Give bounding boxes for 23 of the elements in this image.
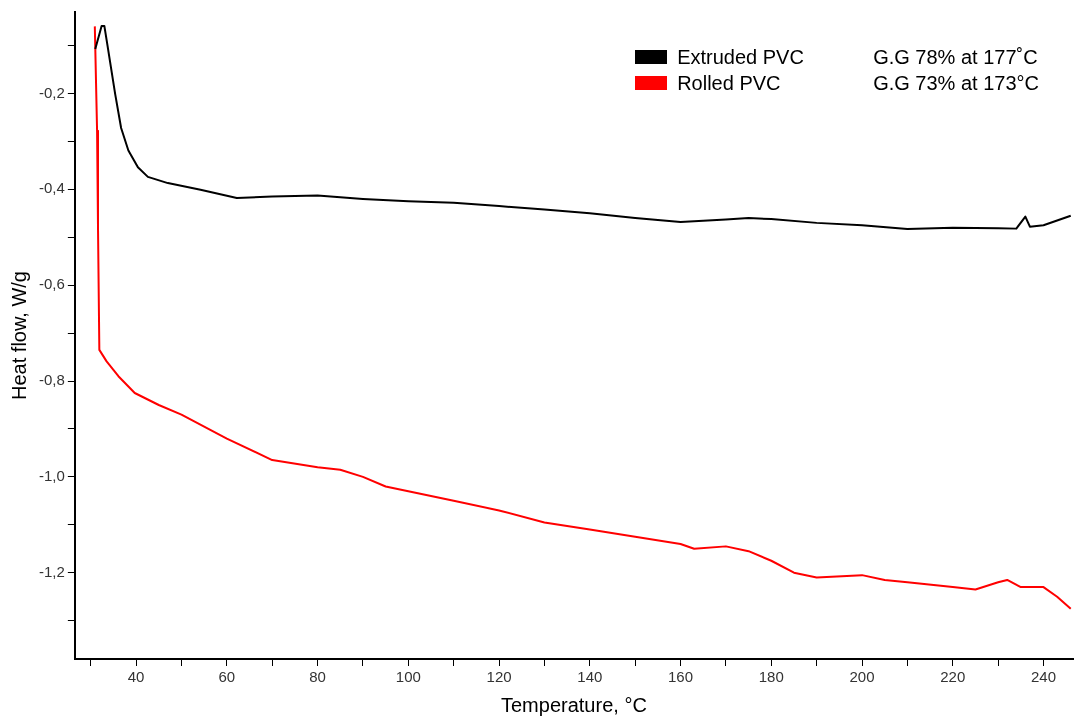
x-tick-label: 100 bbox=[395, 668, 421, 686]
x-tick-label: 240 bbox=[1030, 668, 1057, 686]
y-tick-label: -1,0 bbox=[38, 467, 65, 485]
x-tick-label: 200 bbox=[849, 668, 875, 686]
y-tick-label: -0,2 bbox=[38, 83, 65, 101]
legend-label: Rolled PVC bbox=[677, 71, 782, 95]
x-tick-label: 40 bbox=[127, 668, 145, 686]
x-tick-label: 140 bbox=[577, 668, 603, 686]
x-tick-label: 120 bbox=[486, 668, 512, 686]
x-tick-label: 220 bbox=[940, 668, 966, 686]
y-tick-label: -0,6 bbox=[38, 275, 65, 293]
legend-label: Extruded PVC bbox=[677, 45, 805, 69]
y-tick-label: -0,8 bbox=[38, 371, 65, 389]
x-tick-label: 160 bbox=[668, 668, 694, 686]
annotation: G.G 78% at 177˚C bbox=[873, 45, 1038, 69]
y-tick-label: -0,4 bbox=[38, 179, 65, 197]
x-tick-label: 180 bbox=[758, 668, 784, 686]
x-tick-label: 80 bbox=[309, 668, 326, 686]
y-tick-label: -1,2 bbox=[38, 562, 65, 580]
annotation: G.G 73% at 173°C bbox=[873, 71, 1039, 95]
y-axis-title: Heat flow, W/g bbox=[7, 271, 30, 400]
x-axis-title: Temperature, °C bbox=[501, 693, 647, 716]
x-tick-label: 60 bbox=[218, 668, 236, 686]
